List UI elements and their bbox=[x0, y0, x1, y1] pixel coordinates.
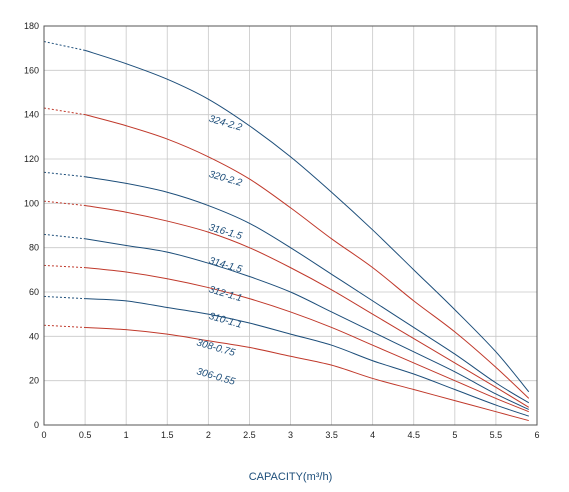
y-tick-label: 120 bbox=[24, 154, 39, 164]
series-line-dashed-310-1.1 bbox=[43, 264, 86, 269]
y-tick-label: 20 bbox=[29, 376, 39, 386]
x-tick-label: 6 bbox=[534, 430, 539, 440]
plot-frame bbox=[43, 25, 538, 426]
series-label-312-1.1: 312-1.1 bbox=[208, 284, 244, 304]
x-tick-label: 1 bbox=[124, 430, 129, 440]
y-tick-label: 160 bbox=[24, 65, 39, 75]
grid bbox=[43, 25, 538, 426]
x-tick-label: 4 bbox=[370, 430, 375, 440]
series-line-dashed-312-1.1 bbox=[43, 233, 86, 240]
series-line-306-0.55 bbox=[85, 326, 529, 422]
x-tick-label: 2.5 bbox=[243, 430, 256, 440]
series-label-310-1.1: 310-1.1 bbox=[208, 311, 244, 331]
series-line-dashed-308-0.75 bbox=[43, 295, 86, 300]
x-tick-label: 5 bbox=[452, 430, 457, 440]
x-tick-label: 2 bbox=[206, 430, 211, 440]
series-line-dashed-316-1.5 bbox=[43, 171, 86, 178]
x-tick-label: 3 bbox=[288, 430, 293, 440]
series-label-324-2.2: 324-2.2 bbox=[208, 114, 244, 134]
series-line-312-1.1 bbox=[85, 238, 529, 410]
x-tick-label: 0.5 bbox=[79, 430, 92, 440]
series-line-316-1.5 bbox=[85, 176, 530, 404]
y-tick-label: 80 bbox=[29, 243, 39, 253]
y-tick-label: 100 bbox=[24, 198, 39, 208]
series-line-dashed-306-0.55 bbox=[43, 324, 86, 328]
y-tick-label: 0 bbox=[34, 420, 39, 430]
x-tick-label: 4.5 bbox=[407, 430, 420, 440]
series-line-dashed-320-2.2 bbox=[43, 107, 86, 116]
curve-labels: 324-2.2320-2.2316-1.5314-1.5312-1.1310-1… bbox=[195, 114, 243, 388]
x-axis-title: CAPACITY(m³/h) bbox=[249, 471, 333, 483]
y-tick-label: 180 bbox=[24, 21, 39, 31]
x-tick-label: 5.5 bbox=[490, 430, 503, 440]
series-label-316-1.5: 316-1.5 bbox=[208, 222, 244, 242]
series-line-320-2.2 bbox=[84, 114, 530, 399]
series-line-310-1.1 bbox=[85, 267, 529, 413]
y-tick-label: 140 bbox=[24, 110, 39, 120]
x-tick-label: 1.5 bbox=[161, 430, 174, 440]
series-label-306-0.55: 306-0.55 bbox=[195, 366, 236, 388]
tick-labels: 0 0.5 1 1.5 2 2.5 3 3.5 4 4.5 5 5.5 6020406080100120… bbox=[24, 21, 540, 440]
y-tick-label: 40 bbox=[29, 331, 39, 341]
series-line-314-1.5 bbox=[85, 205, 530, 408]
x-tick-label: 3.5 bbox=[325, 430, 338, 440]
series-line-324-2.2 bbox=[84, 49, 530, 393]
x-tick-label: 0 bbox=[41, 430, 46, 440]
y-tick-label: 60 bbox=[29, 287, 39, 297]
series-line-308-0.75 bbox=[85, 298, 529, 417]
series-line-dashed-314-1.5 bbox=[43, 200, 86, 207]
series-label-308-0.75: 308-0.75 bbox=[195, 338, 236, 360]
series-label-314-1.5: 314-1.5 bbox=[208, 255, 244, 275]
series-lines bbox=[43, 41, 530, 422]
series-line-dashed-324-2.2 bbox=[43, 41, 86, 51]
